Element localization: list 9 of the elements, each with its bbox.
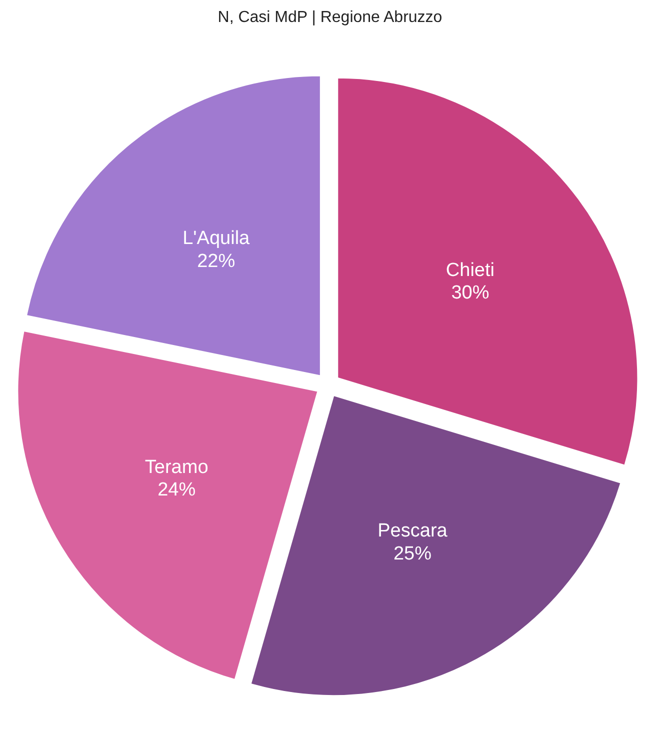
slice-label: L'Aquila [182, 228, 250, 250]
slice-label: Teramo [144, 456, 208, 478]
data-label: 25% [393, 544, 432, 565]
chart-title: N, Casi MdP | Regione Abruzzo [218, 9, 442, 26]
slice-label: Chieti [446, 260, 495, 281]
slice-label: Pescara [378, 520, 448, 542]
data-label: 24% [158, 480, 196, 501]
data-label: 30% [451, 282, 490, 304]
data-label: 22% [197, 250, 236, 272]
